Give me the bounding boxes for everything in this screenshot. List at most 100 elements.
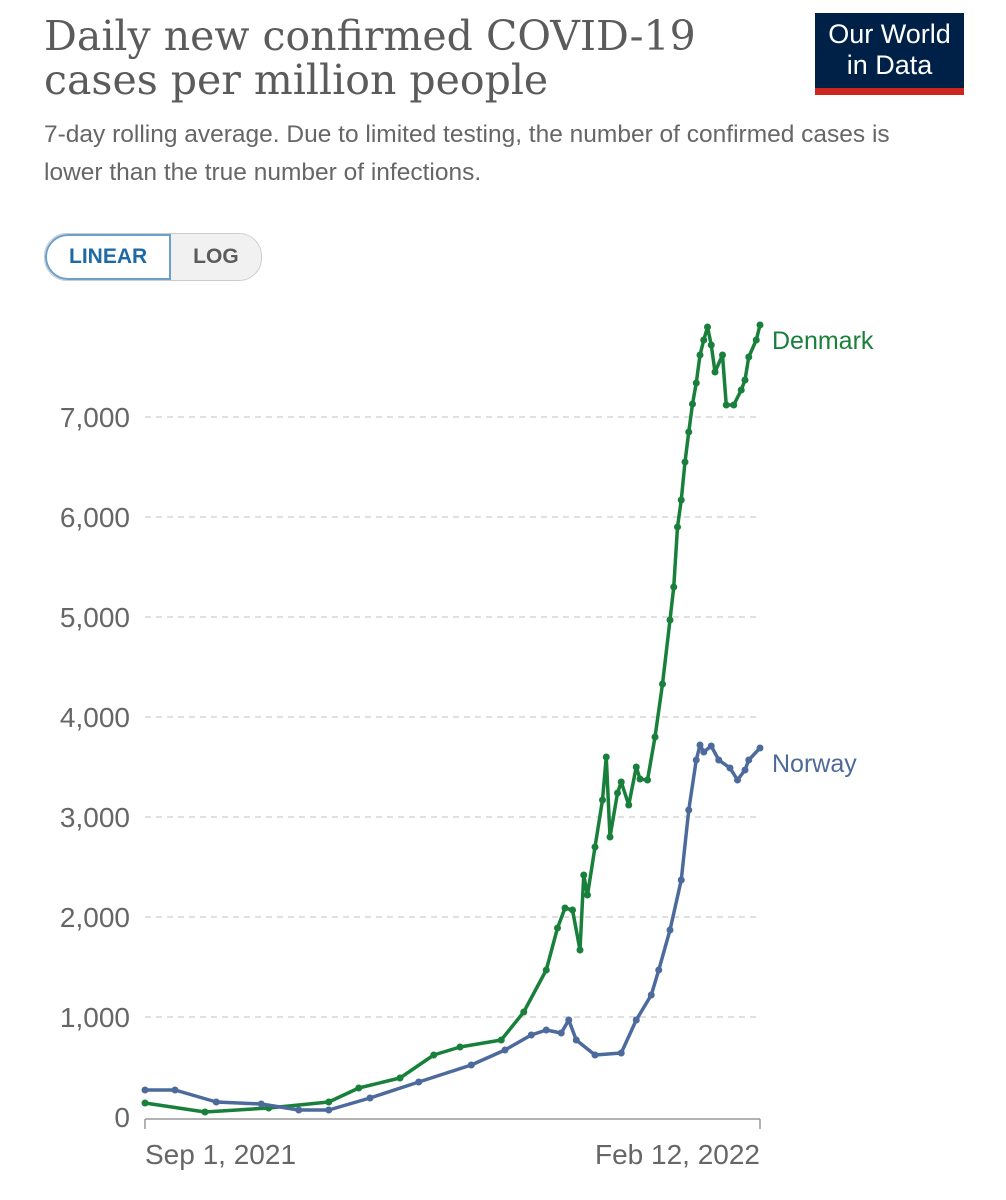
data-point-norway <box>707 742 715 750</box>
y-tick-label: 2,000 <box>60 902 130 933</box>
data-point-denmark <box>700 336 708 344</box>
data-point-denmark <box>569 906 576 914</box>
data-point-denmark <box>722 401 730 409</box>
owid-logo[interactable]: Our World in Data <box>815 13 964 95</box>
data-point-denmark <box>614 789 621 797</box>
data-point-norway <box>655 966 663 974</box>
data-point-norway <box>557 1029 565 1037</box>
data-point-norway <box>295 1106 303 1114</box>
data-point-norway <box>415 1078 423 1086</box>
data-point-denmark <box>704 323 711 331</box>
data-point-denmark <box>674 523 681 531</box>
x-tick-label: Sep 1, 2021 <box>145 1139 296 1170</box>
data-point-norway <box>745 756 753 764</box>
series-line-denmark <box>144 324 762 1114</box>
data-point-norway <box>756 744 764 752</box>
data-point-norway <box>366 1094 374 1102</box>
series-label-norway: Norway <box>772 750 857 778</box>
data-point-norway <box>257 1100 265 1108</box>
data-point-denmark <box>737 386 745 394</box>
data-point-norway <box>700 748 708 756</box>
logo-line-2: in Data <box>846 50 933 80</box>
data-point-denmark <box>580 871 588 879</box>
data-point-denmark <box>666 616 674 624</box>
data-point-denmark <box>659 680 666 688</box>
data-point-norway <box>325 1106 333 1114</box>
data-point-norway <box>141 1086 149 1094</box>
data-point-norway <box>685 806 693 814</box>
data-point-denmark <box>141 1099 149 1107</box>
y-tick-label: 1,000 <box>60 1002 130 1033</box>
data-point-norway <box>715 756 723 764</box>
data-point-norway <box>632 1016 640 1024</box>
data-point-denmark <box>644 776 651 784</box>
data-point-norway <box>501 1046 509 1054</box>
data-point-denmark <box>681 458 689 466</box>
data-point-denmark <box>692 379 700 387</box>
data-point-denmark <box>677 496 685 504</box>
data-point-denmark <box>711 368 719 376</box>
data-point-norway <box>677 876 685 884</box>
y-tick-label: 0 <box>114 1102 130 1133</box>
data-point-denmark <box>542 966 550 974</box>
data-point-denmark <box>632 763 640 771</box>
data-point-norway <box>692 756 700 764</box>
data-point-denmark <box>325 1098 333 1106</box>
x-tick-label: Feb 12, 2022 <box>595 1139 760 1170</box>
data-point-denmark <box>670 583 678 591</box>
series-label-denmark: Denmark <box>772 327 874 355</box>
data-point-denmark <box>201 1108 209 1116</box>
data-point-denmark <box>685 428 693 436</box>
data-point-norway <box>542 1026 550 1034</box>
data-point-denmark <box>576 946 584 954</box>
data-point-denmark <box>745 353 753 361</box>
data-point-norway <box>647 991 655 999</box>
data-point-denmark <box>554 924 561 932</box>
chart-title: Daily new confirmed COVID-19 cases per m… <box>44 12 696 104</box>
logo-line-1: Our World <box>828 19 951 49</box>
y-tick-label: 6,000 <box>60 502 130 533</box>
scale-toggle: LINEAR LOG <box>44 233 262 281</box>
data-point-denmark <box>689 400 696 408</box>
data-point-denmark <box>730 401 738 409</box>
y-tick-label: 3,000 <box>60 802 130 833</box>
data-point-norway <box>527 1031 535 1039</box>
data-point-denmark <box>696 351 704 359</box>
data-point-denmark <box>636 775 644 783</box>
logo-red-bar <box>815 88 964 95</box>
data-point-denmark <box>591 843 599 851</box>
data-point-norway <box>741 766 749 774</box>
data-point-denmark <box>430 1051 438 1059</box>
data-point-denmark <box>752 336 760 344</box>
data-point-denmark <box>584 891 591 899</box>
chart-subtitle: 7-day rolling average. Due to limited te… <box>44 121 890 186</box>
data-point-denmark <box>756 321 764 329</box>
data-point-denmark <box>719 351 726 359</box>
data-point-norway <box>696 741 704 749</box>
data-point-denmark <box>707 341 715 349</box>
data-point-norway <box>467 1061 475 1069</box>
data-point-denmark <box>456 1043 464 1051</box>
data-point-denmark <box>497 1036 505 1044</box>
data-point-denmark <box>606 833 614 841</box>
data-point-denmark <box>617 778 625 786</box>
data-point-norway <box>734 776 741 784</box>
y-tick-label: 7,000 <box>60 402 130 433</box>
y-tick-label: 4,000 <box>60 702 130 733</box>
data-point-denmark <box>651 733 659 741</box>
data-point-norway <box>212 1098 220 1106</box>
data-point-denmark <box>602 753 610 761</box>
data-point-norway <box>591 1051 599 1059</box>
data-point-denmark <box>520 1008 528 1016</box>
data-point-norway <box>565 1016 573 1024</box>
data-point-norway <box>726 764 734 772</box>
data-point-denmark <box>741 376 749 384</box>
y-tick-label: 5,000 <box>60 602 130 633</box>
data-point-norway <box>572 1036 580 1044</box>
linear-button[interactable]: LINEAR <box>45 234 172 280</box>
data-point-denmark <box>561 904 569 912</box>
data-point-norway <box>171 1086 179 1094</box>
data-point-denmark <box>625 801 633 809</box>
log-button[interactable]: LOG <box>171 234 261 280</box>
